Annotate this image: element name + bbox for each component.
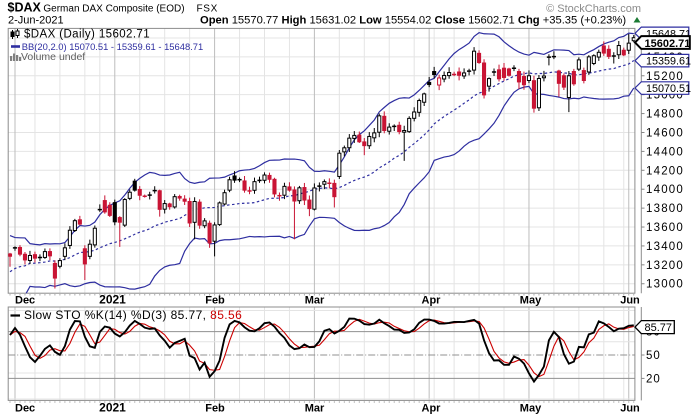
svg-text:13400: 13400 xyxy=(646,241,684,253)
svg-text:Dec: Dec xyxy=(15,295,35,307)
svg-text:Dec: Dec xyxy=(15,403,35,415)
svg-text:15200: 15200 xyxy=(646,71,684,83)
svg-text:© StockCharts.com: © StockCharts.com xyxy=(546,3,641,15)
svg-text:Jun: Jun xyxy=(620,403,640,415)
svg-text:Slow STO %K(14) %D(3) 85.77, 8: Slow STO %K(14) %D(3) 85.77, 85.56 xyxy=(24,308,242,322)
svg-text:2021: 2021 xyxy=(99,293,126,307)
svg-text:15070.51: 15070.51 xyxy=(646,83,691,95)
svg-text:Feb: Feb xyxy=(205,295,225,307)
svg-text:20: 20 xyxy=(646,373,661,385)
svg-text:50: 50 xyxy=(646,350,661,362)
svg-text:Jun: Jun xyxy=(620,295,640,307)
svg-text:Open 15570.77 High 15631.02 Lo: Open 15570.77 High 15631.02 Low 15554.02… xyxy=(200,15,626,27)
svg-text:85.77: 85.77 xyxy=(645,322,673,334)
svg-text:German DAX Composite (EOD): German DAX Composite (EOD) xyxy=(43,4,184,15)
svg-text:$DAX (Daily) 15602.71: $DAX (Daily) 15602.71 xyxy=(24,29,150,41)
svg-text:14200: 14200 xyxy=(646,165,684,177)
svg-text:13000: 13000 xyxy=(646,279,684,291)
svg-text:13200: 13200 xyxy=(646,260,684,272)
svg-text:$DAX: $DAX xyxy=(8,1,42,15)
svg-text:14800: 14800 xyxy=(646,109,684,121)
svg-text:2021: 2021 xyxy=(99,401,126,415)
svg-text:13800: 13800 xyxy=(646,203,684,215)
svg-text:May: May xyxy=(520,295,542,307)
svg-text:Apr: Apr xyxy=(422,295,442,307)
svg-text:Feb: Feb xyxy=(205,403,225,415)
svg-text:FSX: FSX xyxy=(197,4,219,15)
svg-text:15359.61: 15359.61 xyxy=(646,56,691,68)
svg-text:May: May xyxy=(520,403,542,415)
svg-text:BB(20,2.0) 15070.51 - 15359.61: BB(20,2.0) 15070.51 - 15359.61 - 15648.7… xyxy=(22,41,203,52)
svg-text:14400: 14400 xyxy=(646,146,684,158)
svg-text:13600: 13600 xyxy=(646,222,684,234)
svg-text:Mar: Mar xyxy=(305,295,325,307)
svg-text:2-Jun-2021: 2-Jun-2021 xyxy=(8,15,64,27)
svg-text:15602.71: 15602.71 xyxy=(645,38,691,50)
svg-text:Volume undef: Volume undef xyxy=(21,51,85,63)
svg-text:14000: 14000 xyxy=(646,184,684,196)
svg-text:Mar: Mar xyxy=(305,403,325,415)
svg-text:Apr: Apr xyxy=(422,403,442,415)
svg-text:14600: 14600 xyxy=(646,128,684,140)
